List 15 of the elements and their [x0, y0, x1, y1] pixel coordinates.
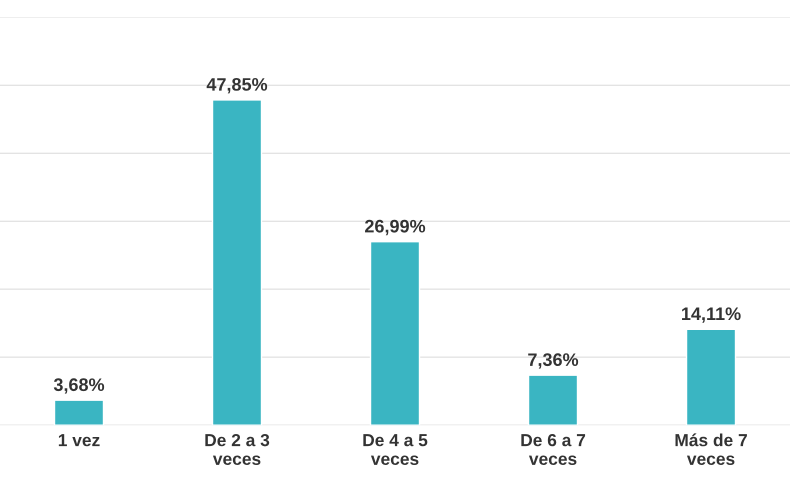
data-label: 14,11% — [682, 307, 741, 323]
bar — [686, 328, 736, 426]
data-label: 26,99% — [365, 220, 426, 236]
x-tick-label: De 2 a 3 veces — [205, 434, 270, 465]
data-label: 3,68% — [54, 378, 104, 394]
x-tick-label: De 4 a 5 veces — [363, 434, 428, 465]
bar — [370, 241, 420, 426]
data-label: 7,36% — [528, 353, 578, 369]
bar — [528, 374, 578, 426]
bar — [54, 399, 104, 426]
x-tick-label: Más de 7 veces — [676, 433, 747, 465]
data-label: 47,85% — [206, 78, 268, 94]
x-tick-label: De 6 a 7 veces — [521, 434, 586, 465]
bar — [212, 99, 262, 426]
x-tick-label: 1 vez — [58, 434, 100, 446]
